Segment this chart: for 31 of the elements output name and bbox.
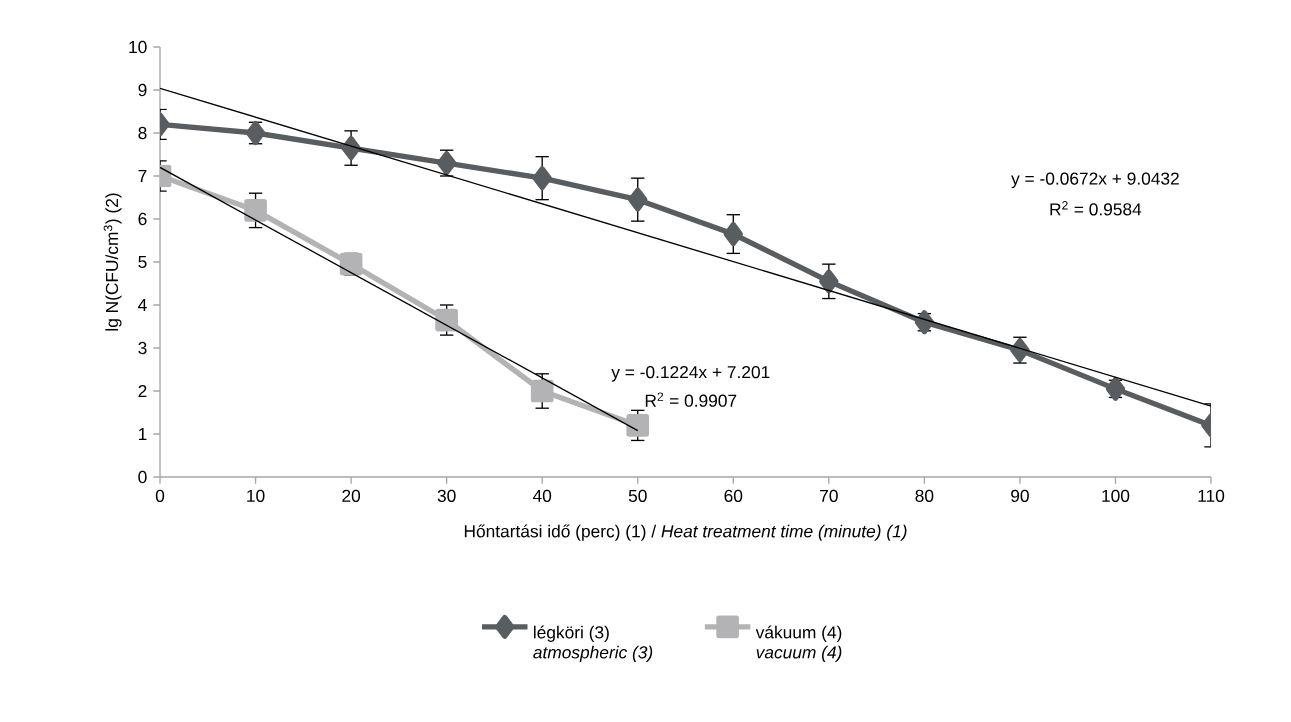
y-tick-label: 1 bbox=[138, 428, 147, 440]
y-tick-label: 2 bbox=[138, 384, 147, 398]
x-tick-label: 20 bbox=[342, 489, 361, 502]
legend-label: vákuum (4) vacuum (4) bbox=[755, 625, 842, 662]
x-tick-label: 100 bbox=[1102, 489, 1130, 502]
y-tick-label: 0 bbox=[138, 470, 147, 484]
x-tick-label: 80 bbox=[915, 489, 934, 502]
x-tick-label: 60 bbox=[724, 489, 743, 502]
x-tick-label: 30 bbox=[437, 489, 456, 502]
annotation: y = -0.0672x + 9.0432 bbox=[1011, 172, 1179, 189]
y-tick-label: 6 bbox=[138, 212, 147, 226]
y-axis-title: lg N(CFU/cm$^{3}$) (2) bbox=[103, 193, 122, 331]
y-tick-label: 4 bbox=[138, 299, 147, 311]
x-tick-label: 70 bbox=[820, 489, 838, 502]
x-tick-label: 110 bbox=[1198, 489, 1225, 502]
x-tick-label: 40 bbox=[532, 489, 552, 502]
x-tick-label: 10 bbox=[247, 489, 265, 502]
x-tick-label: 50 bbox=[628, 489, 647, 502]
annotation: R$^{2}$ = 0.9584 bbox=[1050, 201, 1142, 216]
x-axis-title: Hőntartási idő (perc) (1) / Heat treatment time (minute) (1) bbox=[464, 524, 907, 541]
y-tick-label: 5 bbox=[138, 255, 147, 269]
y-tick-label: 9 bbox=[138, 83, 147, 97]
y-tick-label: 7 bbox=[138, 170, 147, 182]
annotation: R$^{2}$ = 0.9907 bbox=[645, 392, 737, 407]
y-tick-label: 3 bbox=[138, 341, 147, 355]
x-tick-label: 0 bbox=[155, 489, 165, 502]
legend-label: légköri (3) atmospheric (3) bbox=[533, 625, 653, 662]
y-tick-label: 10 bbox=[129, 40, 147, 54]
y-tick-label: 8 bbox=[138, 126, 147, 140]
annotation: y = -0.1224x + 7.201 bbox=[611, 365, 770, 382]
x-tick-label: 90 bbox=[1011, 489, 1029, 502]
